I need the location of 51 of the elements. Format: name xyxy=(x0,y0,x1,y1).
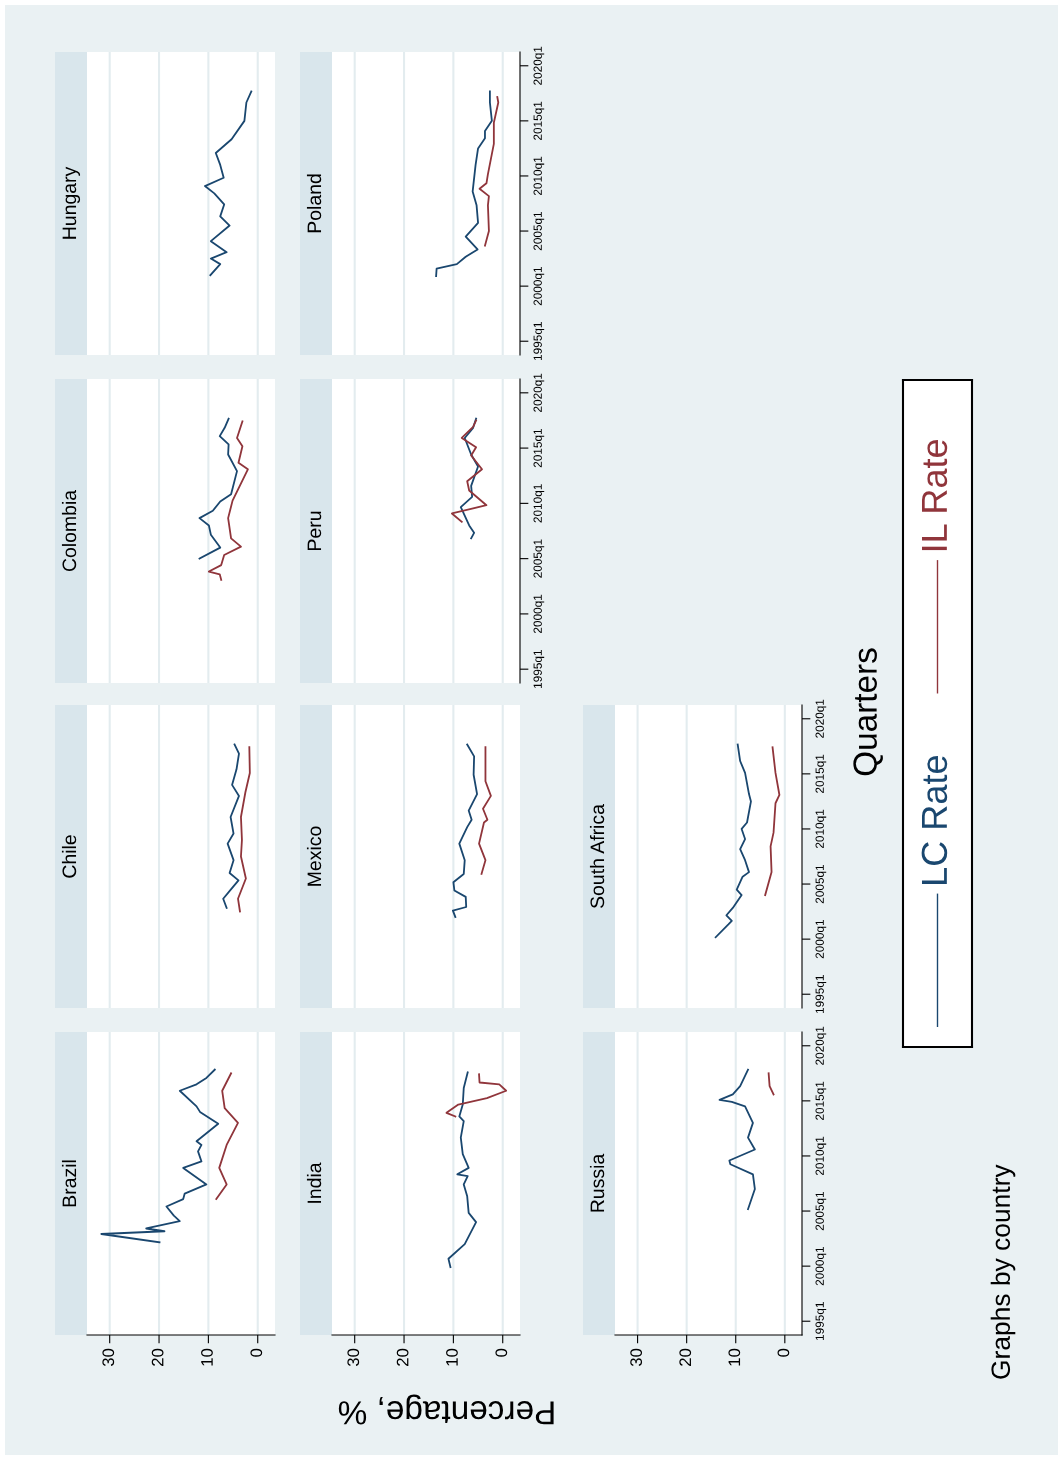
y-tick-label: 2020q1 xyxy=(815,1026,827,1065)
y-tick-label: 2015q1 xyxy=(533,428,545,468)
text: Russia xyxy=(589,1153,605,1212)
y-tick-label: 1995q1 xyxy=(815,975,827,1014)
x-tick-label: 10 xyxy=(201,1348,213,1366)
text: Brazil xyxy=(61,1160,77,1207)
y-tick-label: 2015q1 xyxy=(815,754,827,793)
text: Poland xyxy=(306,174,322,233)
y-axis-title: Quarters xyxy=(853,648,883,776)
text: LC Rate xyxy=(921,756,948,884)
text: Colombia xyxy=(61,489,77,572)
y-tick-label: 2005q1 xyxy=(815,864,827,904)
x-tick-label: 0 xyxy=(777,1348,790,1357)
y-tick-label: 1995q1 xyxy=(815,1302,827,1341)
text: Graphs by country xyxy=(990,1164,1016,1379)
y-tick-label: 2010q1 xyxy=(533,156,545,196)
y-tick-label: 2010q1 xyxy=(815,809,827,849)
y-tick-label: 2000q1 xyxy=(815,920,827,959)
y-tick-label: 2020q1 xyxy=(533,373,545,412)
y-tick-label: 2000q1 xyxy=(815,1247,827,1286)
y-tick-label: 2000q1 xyxy=(533,267,545,306)
y-tick-label: 2005q1 xyxy=(815,1191,827,1231)
x-tick-label: 30 xyxy=(347,1348,360,1367)
text: Mexico xyxy=(306,826,322,886)
text: Peru xyxy=(307,511,322,550)
y-tick-label: 1995q1 xyxy=(533,322,545,361)
x-axis-title: Percentage, % xyxy=(338,1394,554,1425)
x-tick-label: 30 xyxy=(102,1348,115,1367)
y-tick-label: 2015q1 xyxy=(533,101,545,140)
text: South Africa xyxy=(589,804,605,909)
text: Hungary xyxy=(62,166,81,239)
y-tick-label: 2005q1 xyxy=(533,539,545,578)
x-tick-label: 0 xyxy=(495,1348,508,1357)
y-tick-label: 2010q1 xyxy=(533,484,545,523)
text: India xyxy=(306,1162,322,1203)
x-tick-label: 30 xyxy=(630,1348,643,1367)
x-tick-label: 20 xyxy=(396,1348,409,1366)
y-tick-label: 2015q1 xyxy=(815,1081,827,1120)
x-tick-label: 10 xyxy=(446,1348,458,1366)
y-tick-label: 1995q1 xyxy=(533,650,545,688)
y-tick-label: 2020q1 xyxy=(815,699,827,738)
y-tick-label: 2000q1 xyxy=(533,594,545,634)
x-tick-label: 10 xyxy=(728,1348,741,1366)
y-tick-label: 2005q1 xyxy=(533,211,545,251)
y-tick-label: 2020q1 xyxy=(533,46,545,85)
text: IL Rate xyxy=(921,439,948,551)
y-tick-label: 2010q1 xyxy=(815,1136,827,1176)
x-tick-label: 20 xyxy=(679,1348,692,1366)
text: Chile xyxy=(61,835,77,878)
x-tick-label: 20 xyxy=(151,1348,164,1366)
x-tick-label: 0 xyxy=(250,1348,263,1357)
